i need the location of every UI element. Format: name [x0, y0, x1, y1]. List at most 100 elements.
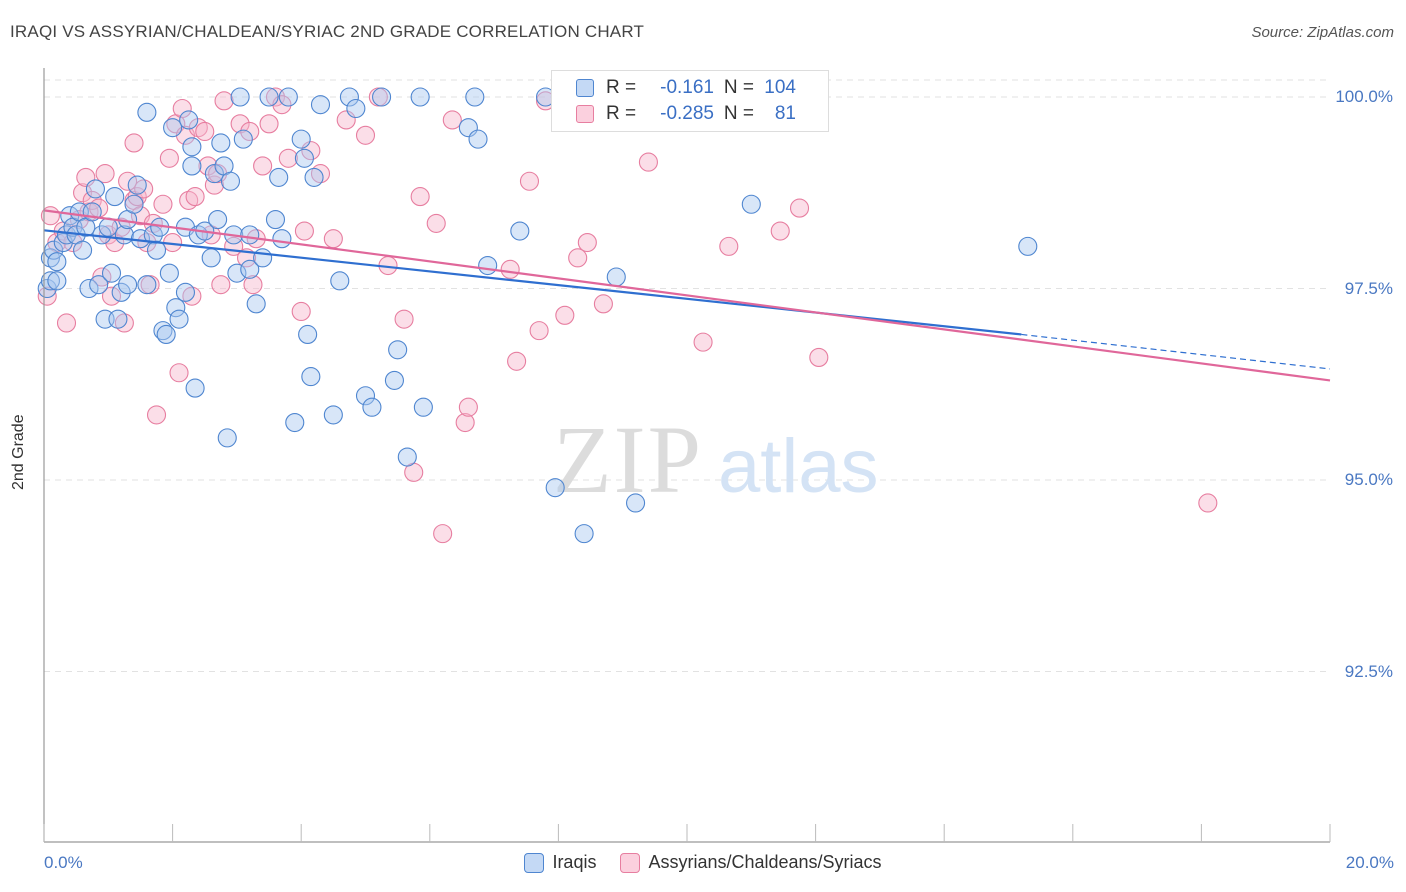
assyrians-point-78	[529, 321, 549, 341]
trend-lines	[43, 209, 1331, 382]
assyrians-point-51	[243, 275, 263, 295]
assyrians-point-50	[240, 121, 260, 142]
iraqis-point-54	[217, 428, 237, 448]
assyrians-point-84	[638, 152, 658, 172]
assyrians-point-76	[507, 351, 527, 371]
iraqis-point-67	[272, 229, 292, 249]
assyrians-point-85	[693, 332, 713, 352]
iraqis-point-39	[166, 298, 186, 318]
iraqis-point-30	[137, 275, 157, 295]
iraqis-point-57	[227, 263, 247, 283]
assyrians-point-86	[719, 236, 739, 256]
iraqis-point-101	[741, 194, 761, 214]
iraqis-point-102	[1018, 236, 1038, 256]
assyrians-point-53	[253, 156, 273, 176]
n-label: N =	[723, 77, 754, 98]
assyrians-point-34	[172, 98, 192, 119]
iraqis-point-44	[182, 156, 202, 176]
legend-item-assyrians[interactable]: Assyrians/Chaldeans/Syriacs	[620, 852, 882, 873]
assyrians-point-82	[577, 232, 597, 253]
x-tick-label-1: 20.0%	[1345, 853, 1394, 872]
legend-label-assyrians: Assyrians/Chaldeans/Syriacs	[648, 852, 882, 872]
legend-swatch-blue	[524, 852, 545, 873]
iraqis-point-49	[201, 248, 221, 268]
iraqis-point-28	[127, 175, 147, 195]
iraqis-point-50	[204, 164, 224, 184]
iraqis-point-73	[301, 367, 321, 387]
assyrians-point-70	[426, 213, 446, 233]
iraqis-point-94	[545, 478, 565, 498]
assyrians-point-81	[568, 248, 588, 268]
iraqis-point-4	[47, 252, 67, 272]
assyrians-point-10	[82, 190, 102, 210]
iraqis-point-64	[259, 87, 279, 107]
assyrians-point-38	[185, 187, 205, 207]
assyrians-point-15	[101, 286, 122, 306]
stats-row-assyrians: R = -0.285 N = 81	[552, 101, 796, 127]
x-tick-label-0: 0.0%	[44, 853, 83, 872]
iraqis-point-37	[159, 263, 179, 283]
assyrians-point-41	[198, 156, 218, 176]
axes-layer	[43, 68, 1331, 843]
r-label: R =	[606, 77, 637, 98]
assyrians-point-57	[278, 148, 298, 168]
iraqis-point-98	[626, 493, 646, 513]
assyrians-point-62	[323, 229, 343, 249]
iraqis-point-72	[298, 324, 318, 345]
iraqis-point-26	[118, 275, 138, 295]
iraqis-point-52	[211, 133, 231, 153]
iraqis-point-6	[56, 225, 77, 245]
assyrians-point-89	[809, 347, 829, 367]
iraqis-point-69	[285, 412, 305, 433]
iraqis-point-13	[79, 278, 99, 299]
assyrians-point-54	[259, 114, 279, 134]
assyrians-point-88	[789, 198, 810, 218]
assyrians-point-48	[230, 114, 250, 134]
grid-layer	[44, 79, 1330, 672]
assyrians-point-74	[458, 397, 478, 417]
iraqis-point-77	[330, 271, 350, 291]
assyrians-point-72	[442, 110, 462, 130]
n-label: N =	[723, 103, 754, 124]
iraqis-point-80	[355, 386, 376, 406]
iraqis-point-3	[44, 240, 64, 260]
iraqis-point-45	[182, 137, 202, 157]
iraqis-point-15	[85, 179, 105, 199]
y-tick-label-1: 97.5%	[1344, 278, 1393, 298]
stats-row-iraqis: R = -0.161 N = 104	[552, 75, 796, 101]
y-tick-label-0: 100.0%	[1335, 87, 1393, 106]
iraqis-point-1	[40, 271, 60, 291]
iraqis-point-11	[73, 240, 93, 260]
iraqis-point-76	[323, 405, 343, 425]
iraqis-point-59	[233, 129, 253, 149]
assyrians-point-7	[73, 183, 93, 203]
assyrians-point-83	[593, 294, 613, 314]
assyrians-point-59	[294, 221, 314, 241]
stats-legend: R = -0.161 N = 104 R = -0.285 N = 81	[551, 70, 829, 132]
series-legend: Iraqis Assyrians/Chaldeans/Syriacs	[0, 852, 1406, 873]
legend-label-iraqis: Iraqis	[552, 852, 597, 872]
iraqis-point-92	[510, 221, 530, 241]
assyrians-point-0	[37, 286, 57, 306]
legend-swatch-blue	[576, 79, 594, 97]
assyrians-point-69	[410, 187, 430, 207]
assyrians-point-22	[127, 187, 147, 207]
iraqis-point-87	[413, 397, 433, 417]
assyrians-point-75	[500, 259, 520, 279]
r-value: -0.161	[660, 77, 714, 98]
source-label: Source: ZipAtlas.com	[1251, 24, 1394, 41]
iraqis-point-0	[37, 278, 57, 299]
iraqis-point-85	[397, 447, 417, 467]
iraqis-point-43	[179, 110, 199, 130]
assyrians-point-67	[394, 309, 414, 329]
assyrians-point-4	[56, 313, 77, 333]
legend-item-iraqis[interactable]: Iraqis	[524, 852, 596, 873]
iraqis-point-70	[291, 129, 311, 149]
n-value: 81	[774, 103, 796, 124]
assyrians-trend-line	[43, 209, 1331, 382]
iraqis-point-36	[156, 324, 176, 345]
legend-swatch-pink	[576, 105, 594, 123]
assyrians-point-12	[92, 267, 112, 287]
assyrians-point-21	[124, 133, 144, 153]
